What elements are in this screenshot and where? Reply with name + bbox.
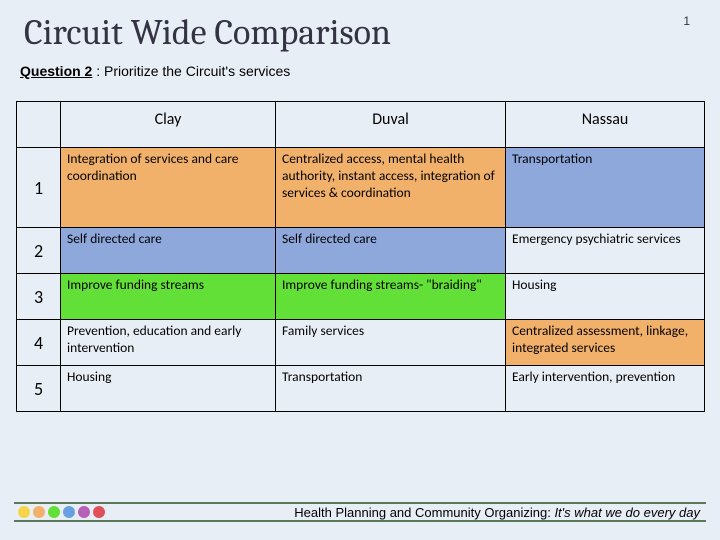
table-cell: Emergency psychiatric services: [506, 228, 705, 274]
question-label: Question 2: [20, 63, 92, 79]
footer-dot: [93, 506, 105, 518]
question-line: Question 2 : Prioritize the Circuit's se…: [0, 57, 720, 79]
table-row-number: 2: [17, 228, 61, 274]
table-cell: Transportation: [276, 366, 506, 412]
table-cell: Centralized access, mental health author…: [276, 148, 506, 228]
table-cell: Transportation: [506, 148, 705, 228]
table-row-number: 5: [17, 366, 61, 412]
table-cell: Improve funding streams: [61, 274, 276, 320]
page-title: Circuit Wide Comparison: [0, 0, 720, 57]
footer-dot: [48, 506, 60, 518]
comparison-table: ClayDuvalNassau 1Integration of services …: [16, 101, 705, 412]
table-cell: Self directed care: [276, 228, 506, 274]
table-row-number: 3: [17, 274, 61, 320]
comparison-table-wrap: ClayDuvalNassau 1Integration of services …: [0, 79, 720, 412]
question-text: : Prioritize the Circuit's services: [92, 63, 290, 79]
page-number: 1: [683, 14, 690, 28]
table-cell: Prevention, education and early interven…: [61, 320, 276, 366]
table-cell: Improve funding streams- "braiding": [276, 274, 506, 320]
footer-text-em: It's what we do every day: [554, 505, 700, 520]
footer-dot: [63, 506, 75, 518]
table-cell: Housing: [61, 366, 276, 412]
footer-text-plain: Health Planning and Community Organizing…: [294, 505, 554, 520]
table-header: Nassau: [506, 102, 705, 148]
table-header: Clay: [61, 102, 276, 148]
table-cell: Housing: [506, 274, 705, 320]
footer-dot: [33, 506, 45, 518]
table-cell: Self directed care: [61, 228, 276, 274]
table-cell: Family services: [276, 320, 506, 366]
table-header-blank: [17, 102, 61, 148]
footer-dots: [14, 506, 105, 518]
table-row-number: 4: [17, 320, 61, 366]
footer-dot: [18, 506, 30, 518]
table-row-number: 1: [17, 148, 61, 228]
table-cell: Integration of services and care coordin…: [61, 148, 276, 228]
footer-bar: Health Planning and Community Organizing…: [14, 502, 706, 522]
footer-text: Health Planning and Community Organizing…: [294, 505, 706, 520]
footer-dot: [78, 506, 90, 518]
table-cell: Early intervention, prevention: [506, 366, 705, 412]
table-header: Duval: [276, 102, 506, 148]
table-cell: Centralized assessment, linkage, integra…: [506, 320, 705, 366]
